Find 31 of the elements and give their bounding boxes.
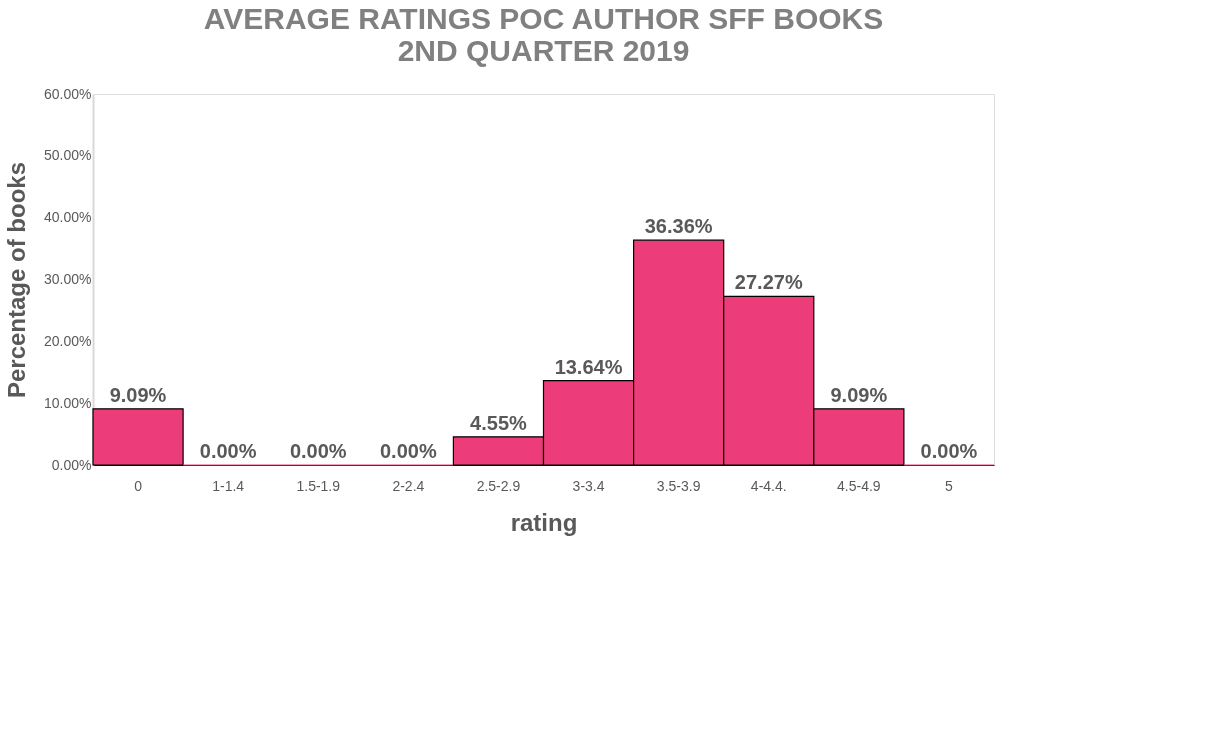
x-tick-label: 2.5-2.9: [476, 477, 521, 494]
x-tick-label: 5: [945, 477, 954, 494]
y-tick-label: 50.00%: [44, 147, 92, 164]
y-tick-label: 10.00%: [44, 394, 92, 411]
x-axis-title: rating: [510, 508, 578, 536]
y-tick-label: 60.00%: [44, 85, 92, 102]
y-tick-label: 20.00%: [44, 332, 92, 349]
y-axis-title: Percentage of books: [3, 161, 31, 399]
data-label: 36.36%: [644, 215, 713, 238]
data-label: 13.64%: [554, 355, 623, 378]
y-tick-label: 0.00%: [51, 456, 92, 473]
x-tick-label: 2-2.4: [392, 477, 425, 494]
x-tick-label: 1-1.4: [212, 477, 245, 494]
x-tick-label: 3-3.4: [572, 477, 605, 494]
x-tick-label: 0: [134, 477, 143, 494]
y-tick-label: 30.00%: [44, 271, 92, 287]
text: 2ND QUARTER 2019: [397, 34, 690, 67]
data-label: 0.00%: [289, 440, 347, 462]
data-label: 0.00%: [379, 440, 437, 462]
x-tick-label: 4-4.4.: [750, 477, 787, 494]
x-tick-label: 4.5-4.9: [837, 477, 881, 494]
data-label: 9.09%: [830, 383, 888, 406]
y-tick-label: 40.00%: [44, 209, 92, 226]
x-tick-label: 3.5-3.9: [656, 477, 701, 494]
data-label: 0.00%: [199, 440, 257, 462]
x-tick-label: 1.5-1.9: [296, 477, 341, 494]
text: AVERAGE RATINGS POC AUTHOR SFF BOOKS: [203, 2, 884, 35]
data-label: 0.00%: [920, 440, 978, 462]
data-label: 27.27%: [734, 271, 803, 294]
data-label: 4.55%: [470, 411, 528, 434]
data-label: 9.09%: [109, 383, 167, 406]
